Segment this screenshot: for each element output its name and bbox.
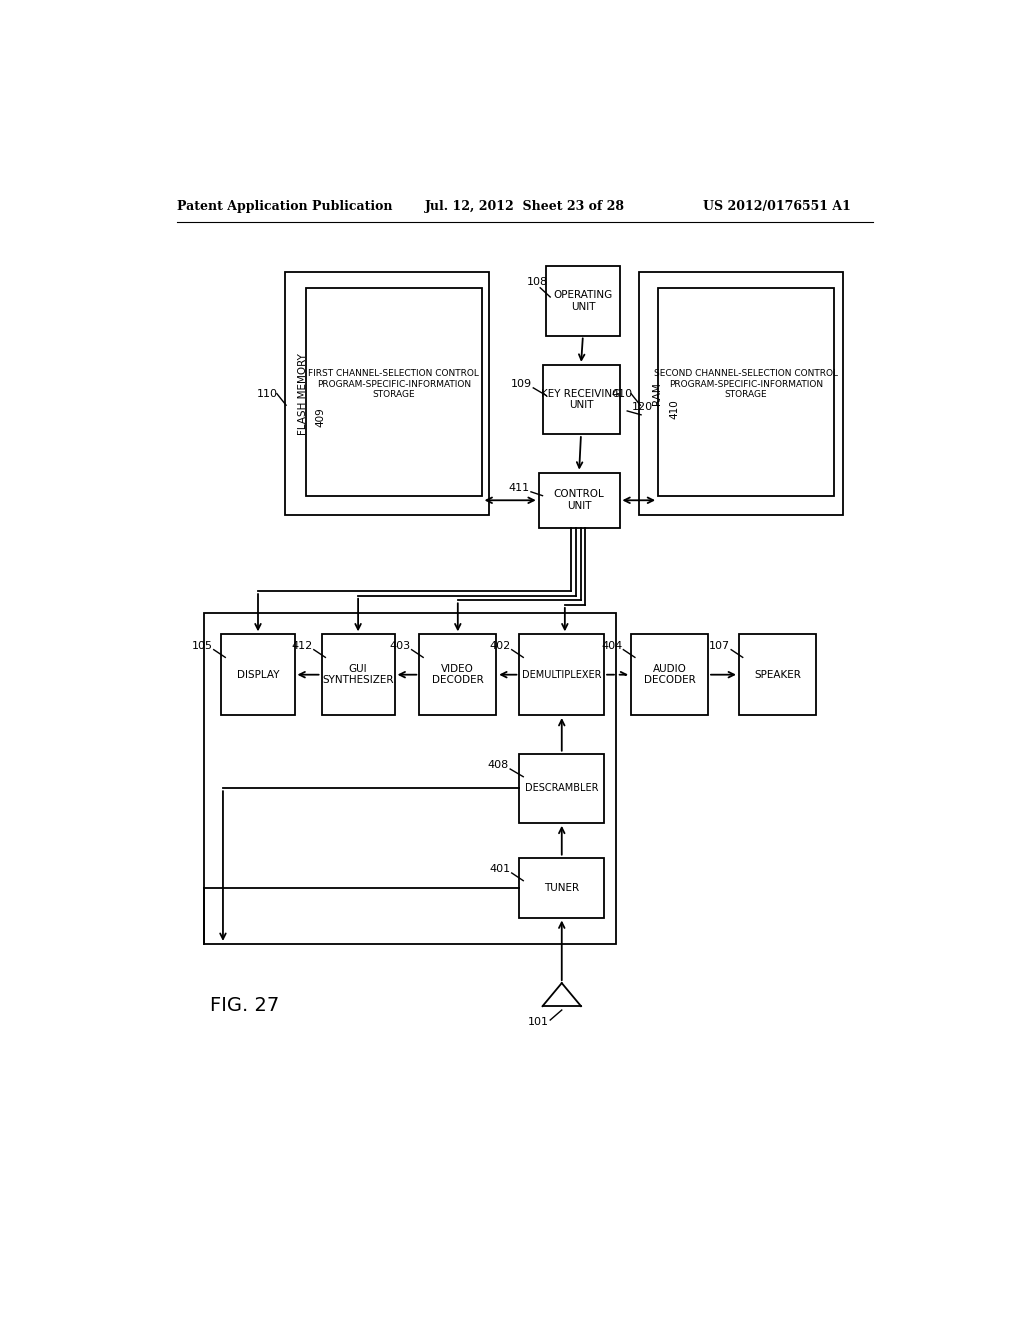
Text: 408: 408 (487, 760, 509, 770)
Bar (639, 272, 843, 515)
Bar (739, 635, 816, 715)
Bar (543, 364, 620, 434)
Bar (547, 267, 620, 335)
Bar (285, 272, 488, 515)
Bar (204, 612, 615, 944)
Text: 411: 411 (509, 483, 530, 492)
Text: 409: 409 (315, 407, 325, 426)
Text: RAM: RAM (652, 383, 663, 405)
Text: DISPLAY: DISPLAY (237, 669, 280, 680)
Text: DESCRAMBLER: DESCRAMBLER (525, 783, 598, 793)
Bar (519, 858, 604, 917)
Text: US 2012/0176551 A1: US 2012/0176551 A1 (703, 199, 851, 213)
Text: 410: 410 (611, 388, 633, 399)
Text: 401: 401 (489, 865, 511, 874)
Text: FLASH MEMORY: FLASH MEMORY (298, 352, 308, 434)
Bar (519, 754, 604, 822)
Bar (322, 635, 394, 715)
Text: KEY RECEIVING
UNIT: KEY RECEIVING UNIT (542, 388, 621, 411)
Text: 108: 108 (526, 277, 548, 286)
Text: GUI
SYNTHESIZER: GUI SYNTHESIZER (323, 664, 394, 685)
Text: SPEAKER: SPEAKER (754, 669, 801, 680)
Text: DEMULTIPLEXER: DEMULTIPLEXER (522, 669, 601, 680)
Text: 105: 105 (191, 640, 213, 651)
Text: 120: 120 (632, 403, 653, 412)
Bar (631, 635, 708, 715)
Text: 101: 101 (528, 1016, 549, 1027)
Bar (539, 473, 620, 528)
Text: OPERATING
UNIT: OPERATING UNIT (553, 290, 612, 312)
Text: VIDEO
DECODER: VIDEO DECODER (432, 664, 483, 685)
Bar (658, 288, 834, 496)
Text: 404: 404 (601, 640, 623, 651)
Text: FIG. 27: FIG. 27 (210, 995, 280, 1015)
Bar (221, 635, 295, 715)
Text: Jul. 12, 2012  Sheet 23 of 28: Jul. 12, 2012 Sheet 23 of 28 (425, 199, 625, 213)
Text: 403: 403 (389, 640, 411, 651)
Text: AUDIO
DECODER: AUDIO DECODER (644, 664, 695, 685)
Text: 109: 109 (510, 379, 531, 389)
Text: 412: 412 (292, 640, 313, 651)
Text: Patent Application Publication: Patent Application Publication (177, 199, 392, 213)
Text: 110: 110 (257, 388, 279, 399)
Text: TUNER: TUNER (544, 883, 580, 892)
Text: 402: 402 (489, 640, 511, 651)
Bar (306, 288, 481, 496)
Text: SECOND CHANNEL-SELECTION CONTROL
PROGRAM-SPECIFIC-INFORMATION
STORAGE: SECOND CHANNEL-SELECTION CONTROL PROGRAM… (653, 370, 838, 399)
Text: FIRST CHANNEL-SELECTION CONTROL
PROGRAM-SPECIFIC-INFORMATION
STORAGE: FIRST CHANNEL-SELECTION CONTROL PROGRAM-… (308, 370, 479, 399)
Bar (519, 635, 604, 715)
Text: 107: 107 (709, 640, 730, 651)
Bar (419, 635, 497, 715)
Text: 410: 410 (669, 399, 679, 418)
Text: CONTROL
UNIT: CONTROL UNIT (554, 490, 604, 511)
